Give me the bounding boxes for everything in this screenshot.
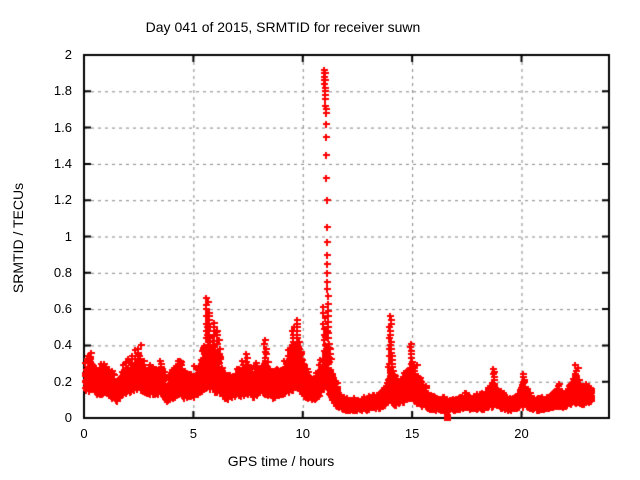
y-tick-label: 0.6 <box>53 301 72 317</box>
x-tick-label: 10 <box>295 426 310 441</box>
y-tick-label: 1.6 <box>53 119 72 135</box>
y-tick-label: 1.2 <box>53 192 72 208</box>
y-tick-label: 1.4 <box>53 155 72 171</box>
y-tick-label: 0 <box>64 410 72 425</box>
x-tick-label: 15 <box>404 426 420 441</box>
x-axis-label: GPS time / hours <box>227 453 335 469</box>
y-tick-label: 0.4 <box>53 337 72 353</box>
y-tick-label: 0.8 <box>53 264 72 280</box>
y-tick-label: 2 <box>64 47 72 62</box>
y-tick-label: 0.2 <box>53 373 72 389</box>
y-tick-label: 1 <box>64 228 72 244</box>
x-tick-label: 20 <box>514 426 529 441</box>
x-tick-label: 0 <box>80 426 88 441</box>
x-tick-label: 5 <box>189 426 197 441</box>
y-tick-label: 1.8 <box>53 83 72 99</box>
chart-title: Day 041 of 2015, SRMTID for receiver suw… <box>145 19 421 35</box>
